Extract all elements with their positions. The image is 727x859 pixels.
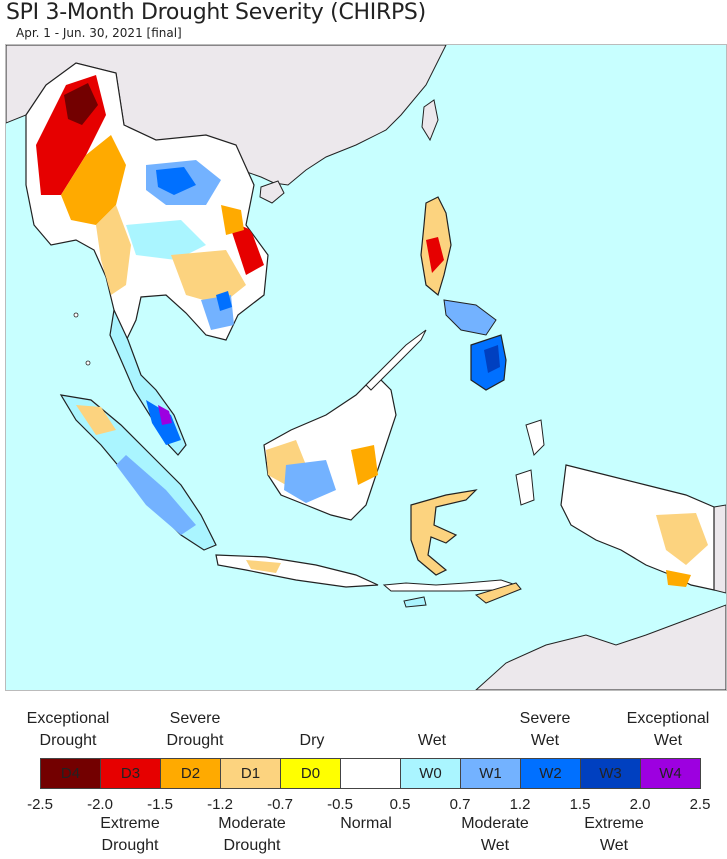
legend-cell-d2: D2 — [160, 758, 221, 789]
legend-label-normal: Normal — [340, 815, 392, 832]
new-guinea-dry-patch — [656, 513, 708, 565]
legend-tick: -2.0 — [87, 796, 113, 813]
legend-tick: 0.5 — [389, 796, 411, 813]
new-guinea-south-dry — [666, 570, 691, 587]
luzon-drought-core — [426, 237, 444, 273]
legend-cell-normal — [340, 758, 401, 789]
legend-label-extreme-drought: Extreme Drought — [100, 815, 160, 854]
legend-label-dry: Dry — [299, 732, 325, 749]
legend-label-moderate-drought: Moderate Drought — [218, 815, 286, 854]
legend-tick: 2.0 — [629, 796, 651, 813]
halmahera-island — [525, 419, 545, 456]
map-subtitle: Apr. 1 - Jun. 30, 2021 [final] — [16, 26, 182, 40]
taiwan-land — [421, 99, 439, 142]
legend-tick: 0.7 — [449, 796, 471, 813]
legend-label-severe-drought: Severe Drought — [166, 710, 224, 749]
drought-legend: Exceptional Drought Severe Drought Dry W… — [0, 700, 727, 859]
java-dry-patch — [246, 560, 281, 573]
png-land — [713, 504, 726, 594]
borneo-dry-east — [351, 445, 378, 485]
palawan-island — [365, 329, 427, 391]
legend-cell-w4: W4 — [640, 758, 701, 789]
indochina-spi-patches — [36, 75, 264, 330]
legend-tick: -1.2 — [207, 796, 233, 813]
legend-label-exceptional-drought: Exceptional Drought — [26, 710, 110, 749]
legend-tick: -2.5 — [27, 796, 53, 813]
legend-tick: -0.7 — [267, 796, 293, 813]
legend-tick: -0.5 — [327, 796, 353, 813]
borneo-wet-patch — [284, 460, 336, 503]
sulawesi-island — [410, 489, 478, 576]
legend-cell-w0: W0 — [400, 758, 461, 789]
nicobar-island — [85, 360, 91, 366]
malay-peninsula-exceptional-wet — [158, 405, 172, 425]
legend-label-wet: Wet — [417, 732, 447, 749]
maluku-islands — [515, 469, 535, 506]
sumatra-dry-patch — [76, 405, 116, 435]
visayas-islands — [443, 299, 497, 336]
legend-label-exceptional-wet: Exceptional Wet — [626, 710, 710, 749]
legend-tick: 1.5 — [569, 796, 591, 813]
legend-cell-w3: W3 — [580, 758, 641, 789]
legend-tick: -1.5 — [147, 796, 173, 813]
legend-label-severe-wet: Severe Wet — [519, 710, 571, 749]
legend-cell-d3: D3 — [100, 758, 161, 789]
mindanao-extreme-wet — [484, 345, 500, 373]
legend-cell-d1: D1 — [220, 758, 281, 789]
sumba-island — [403, 596, 427, 608]
legend-tick: 1.2 — [509, 796, 531, 813]
drought-map — [5, 44, 727, 691]
legend-cell-d0: D0 — [280, 758, 341, 789]
legend-label-moderate-wet: Moderate Wet — [461, 815, 529, 854]
legend-cell-w1: W1 — [460, 758, 521, 789]
timor-island — [474, 582, 522, 604]
legend-tick: 2.5 — [689, 796, 711, 813]
legend-label-extreme-wet: Extreme Wet — [584, 815, 644, 854]
sumatra-wet-patch — [116, 455, 196, 535]
map-title: SPI 3-Month Drought Severity (CHIRPS) — [6, 0, 426, 25]
legend-cell-w2: W2 — [520, 758, 581, 789]
hainan-island — [259, 180, 285, 204]
australia-land — [475, 604, 726, 690]
andaman-island — [73, 312, 79, 318]
legend-cell-d4: D4 — [40, 758, 101, 789]
